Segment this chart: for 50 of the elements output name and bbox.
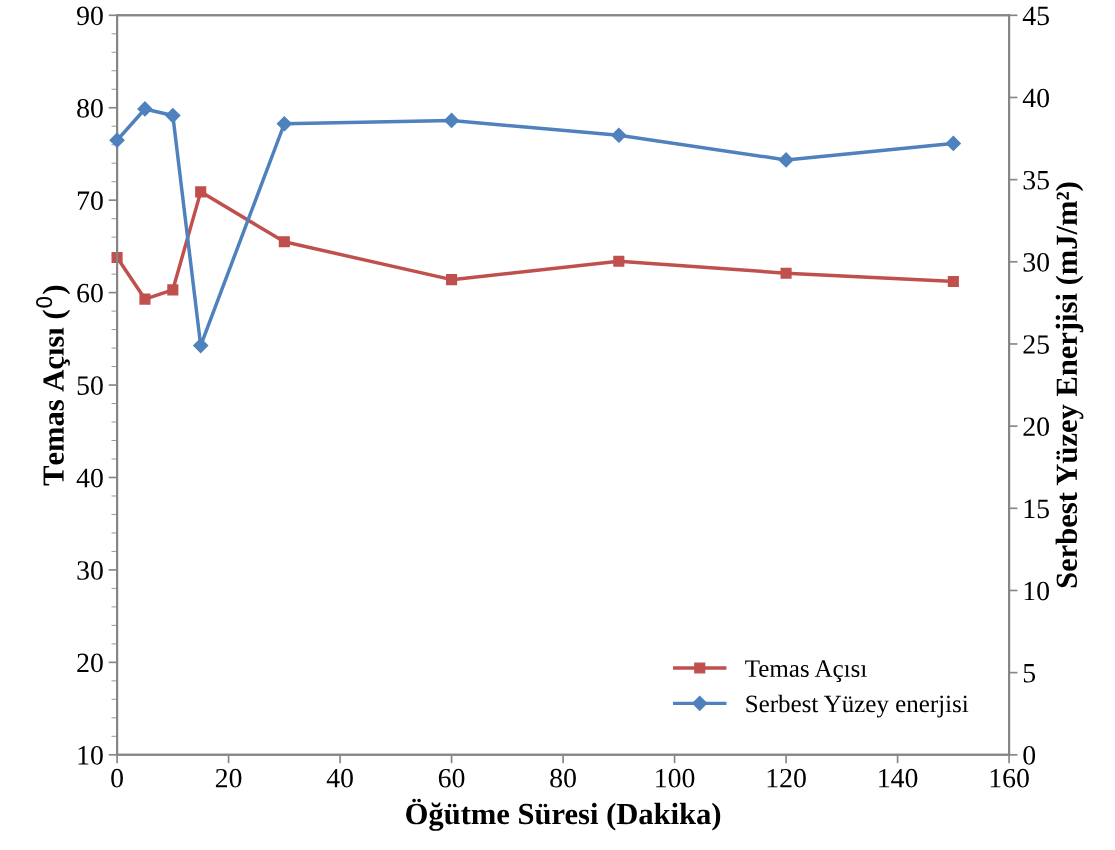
y2-tick-label: 10 — [1024, 581, 1049, 601]
x-tick-label: 40 — [326, 768, 353, 788]
x-tick-label: 80 — [550, 768, 576, 788]
x-tick-label: 0 — [111, 768, 123, 788]
point — [195, 186, 207, 198]
legend-label: Serbest Yüzey enerjisi — [746, 694, 969, 718]
x-tick-label: 60 — [438, 768, 465, 788]
point — [167, 284, 179, 296]
point — [193, 338, 209, 354]
point — [947, 275, 959, 288]
point — [444, 112, 460, 129]
point — [780, 267, 792, 279]
point — [613, 255, 625, 267]
y-tick-label: 50 — [77, 376, 103, 395]
point — [945, 135, 961, 152]
x-axis-title: Öğütme Süresi (Dakika) — [406, 798, 721, 831]
point — [109, 132, 125, 148]
x-tick-label: 120 — [767, 768, 806, 788]
x-tick-label: 100 — [656, 768, 695, 788]
y2-tick-label: 15 — [1024, 499, 1049, 519]
point — [276, 116, 292, 132]
y-axis-title: Temas Açısı ($^{0}$) — [36, 285, 71, 486]
y2-tick-label: 40 — [1022, 88, 1049, 108]
point — [139, 293, 151, 305]
y2-tick-label: 5 — [1023, 664, 1036, 683]
y-tick-label: 40 — [76, 468, 103, 488]
y-tick-label: 90 — [77, 6, 103, 26]
y-tick-label: 10 — [78, 745, 103, 765]
point — [278, 236, 290, 248]
point — [611, 127, 627, 143]
legend-label: Temas Açısı — [745, 660, 867, 683]
y2-tick-label: 20 — [1023, 417, 1049, 437]
x-tick-label: 20 — [215, 768, 242, 788]
y-tick-label: 80 — [77, 98, 103, 118]
point — [446, 274, 458, 286]
y2-tick-label: 25 — [1023, 335, 1049, 354]
y2-tick-label: 30 — [1023, 252, 1049, 272]
x-tick-label: 140 — [879, 768, 918, 788]
y2-tick-label: 0 — [1023, 745, 1036, 765]
x-tick-label: 160 — [990, 768, 1029, 788]
y-tick-label: 70 — [77, 191, 103, 211]
y2-tick-label: 35 — [1023, 170, 1049, 190]
y-tick-label: 20 — [77, 653, 103, 673]
point — [137, 101, 153, 117]
point — [778, 152, 794, 168]
y-tick-label: 60 — [77, 283, 103, 303]
y-tick-label: 30 — [77, 561, 103, 580]
y2-axis-title: Serbest Yüzey Enerjisi (mJ/m²) — [1055, 182, 1084, 588]
y2-tick-label: 45 — [1022, 6, 1049, 26]
point — [165, 107, 181, 124]
